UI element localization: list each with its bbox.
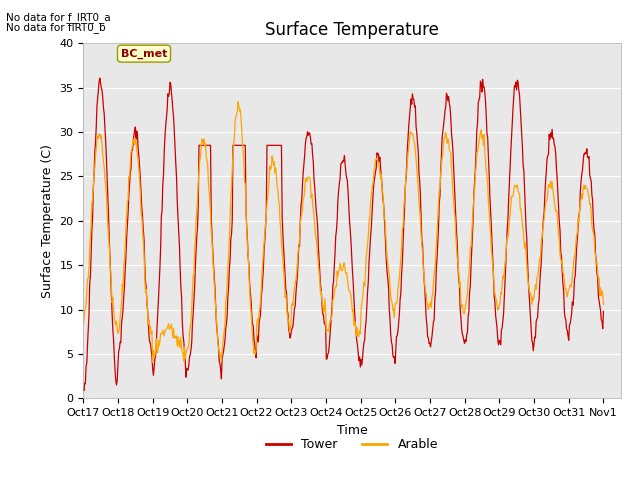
Arable: [89, 196, 97, 202]
Tower: [80, 388, 88, 394]
Tower: [408, 101, 415, 107]
Text: No data for f̅IRT0̅_b: No data for f̅IRT0̅_b: [6, 23, 106, 34]
Text: No data for f_IRT0_a: No data for f_IRT0_a: [6, 12, 111, 23]
Tower: [90, 186, 97, 192]
X-axis label: Time: Time: [337, 424, 367, 437]
Title: Surface Temperature: Surface Temperature: [265, 21, 439, 39]
Arable: [196, 158, 204, 164]
Legend: Tower, Arable: Tower, Arable: [261, 433, 443, 456]
Line: Arable: Arable: [83, 102, 604, 362]
Arable: [149, 360, 157, 365]
Tower: [600, 309, 607, 314]
Text: BC_met: BC_met: [121, 48, 167, 59]
Line: Tower: Tower: [83, 78, 604, 391]
Tower: [79, 385, 87, 391]
Tower: [224, 293, 232, 299]
Tower: [144, 308, 152, 313]
Arable: [423, 300, 431, 306]
Arable: [234, 99, 242, 105]
Tower: [196, 143, 204, 148]
Arable: [79, 321, 87, 326]
Arable: [600, 302, 607, 308]
Y-axis label: Surface Temperature (C): Surface Temperature (C): [41, 144, 54, 298]
Arable: [223, 280, 231, 286]
Tower: [96, 75, 104, 81]
Arable: [142, 287, 150, 292]
Arable: [408, 130, 415, 136]
Tower: [423, 322, 431, 328]
